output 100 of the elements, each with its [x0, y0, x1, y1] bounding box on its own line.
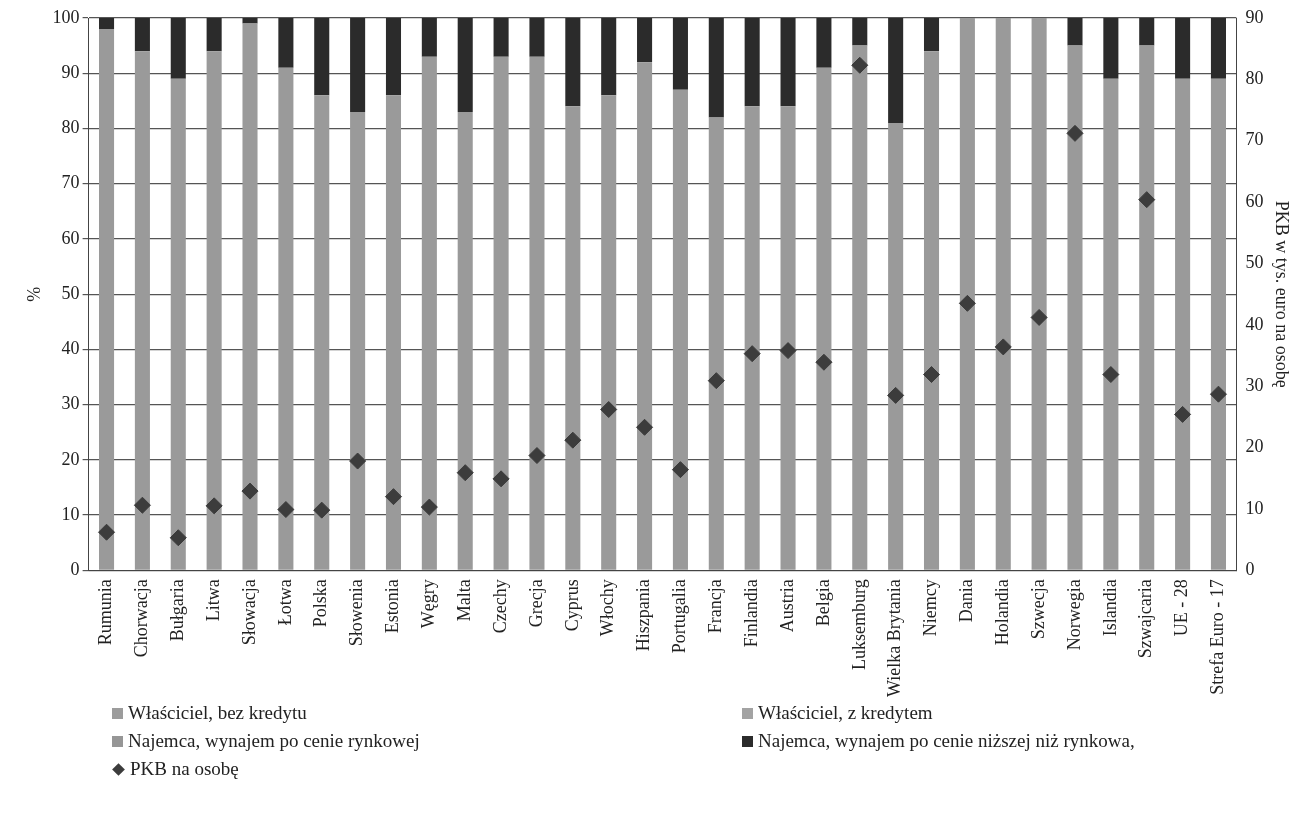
point: [277, 501, 295, 519]
legend-label: Właściciel, z kredytem: [758, 702, 933, 724]
bar: [314, 95, 330, 570]
y2-tick-label: 30: [1245, 374, 1264, 395]
point: [564, 431, 582, 449]
point: [636, 418, 654, 436]
y-tick-label: 30: [61, 393, 80, 414]
bar: [206, 18, 222, 52]
bar: [1103, 78, 1119, 570]
x-tick-label: Belgia: [812, 579, 833, 627]
point: [1209, 385, 1227, 403]
bar: [170, 78, 186, 570]
y-tick-label: 90: [61, 61, 80, 82]
y2-axis-title: PKB w tys. euro na osobę: [1272, 200, 1293, 388]
point: [313, 501, 331, 519]
point: [600, 401, 618, 418]
bar: [672, 89, 688, 570]
x-tick-label: Norwegia: [1063, 579, 1084, 651]
point: [205, 497, 223, 515]
point: [420, 498, 438, 516]
bar: [601, 95, 617, 570]
point: [743, 345, 761, 363]
x-tick-label: Dania: [956, 579, 977, 623]
bar: [350, 18, 366, 112]
x-tick-label: Słowenia: [346, 579, 367, 647]
point: [241, 482, 259, 500]
bar: [385, 95, 402, 570]
legend-label: Właściciel, bez kredytu: [128, 702, 307, 724]
bar: [134, 51, 150, 570]
bar: [1175, 78, 1191, 570]
y2-tick-label: 20: [1245, 436, 1264, 457]
y-axis-title: %: [23, 286, 44, 302]
point: [923, 366, 941, 384]
x-tick-label: Austria: [776, 579, 797, 633]
bar: [780, 18, 796, 107]
x-tick-label: UE - 28: [1171, 579, 1192, 637]
y2-tick-label: 40: [1245, 313, 1264, 334]
x-tick-label: Portugalia: [669, 579, 690, 654]
x-tick-label: Słowacja: [238, 579, 259, 646]
bar: [493, 18, 509, 57]
x-tick-label: Luksemburg: [848, 579, 869, 670]
point: [349, 452, 367, 470]
point: [384, 488, 402, 506]
point: [1102, 366, 1120, 384]
x-tick-label: Malta: [453, 579, 474, 622]
y-tick-label: 20: [61, 448, 80, 469]
bar: [99, 29, 115, 570]
y-tick-label: 0: [70, 559, 80, 579]
x-tick-label: Finlandia: [740, 579, 761, 648]
bar: [493, 56, 509, 570]
point: [98, 523, 116, 541]
bar: [565, 106, 581, 570]
x-tick-label: Cyprus: [561, 579, 582, 632]
point: [169, 529, 187, 547]
legend-label: Najemca, wynajem po cenie niższej niż rynkowa,: [758, 730, 1135, 752]
x-tick-label: Rumunia: [95, 579, 116, 646]
x-tick-label: Chorwacja: [131, 579, 152, 658]
bar: [99, 18, 115, 30]
bar: [816, 67, 832, 570]
x-tick-label: Estonia: [382, 579, 403, 634]
bar: [278, 18, 294, 68]
bar: [1210, 78, 1226, 570]
x-tick-label: Łotwa: [274, 579, 295, 626]
y2-tick-label: 70: [1245, 129, 1264, 150]
bar: [1031, 18, 1047, 570]
point: [707, 372, 725, 390]
point: [492, 470, 510, 488]
bar: [242, 18, 258, 24]
bar: [314, 18, 330, 96]
bar: [708, 117, 724, 570]
bar: [457, 111, 473, 570]
x-tick-label: Hiszpania: [633, 579, 654, 652]
x-tick-label: Niemcy: [920, 579, 941, 637]
x-tick-label: Francja: [705, 579, 726, 634]
y-tick-label: 70: [61, 172, 80, 193]
point: [1030, 308, 1048, 326]
bar: [206, 51, 222, 570]
y2-tick-label: 0: [1245, 559, 1255, 579]
x-tick-label: Strefa Euro - 17: [1207, 579, 1228, 695]
bar: [421, 18, 437, 57]
point: [528, 447, 546, 465]
bar: [170, 18, 186, 79]
bar: [672, 18, 688, 90]
point: [958, 294, 976, 312]
point: [851, 56, 869, 74]
bar: [1103, 18, 1119, 79]
bar: [888, 122, 904, 570]
point: [887, 386, 905, 404]
x-tick-label: Czechy: [489, 579, 510, 634]
bar: [457, 18, 473, 112]
legend-label: PKB na osobę: [130, 758, 239, 780]
bar: [780, 106, 796, 570]
y2-tick-label: 10: [1245, 497, 1264, 518]
bar: [637, 18, 653, 63]
bar: [1067, 45, 1083, 570]
bar: [959, 18, 975, 570]
x-tick-label: Wielka Brytania: [884, 579, 905, 697]
bar: [744, 106, 760, 570]
bar: [529, 18, 545, 57]
point: [815, 353, 833, 371]
